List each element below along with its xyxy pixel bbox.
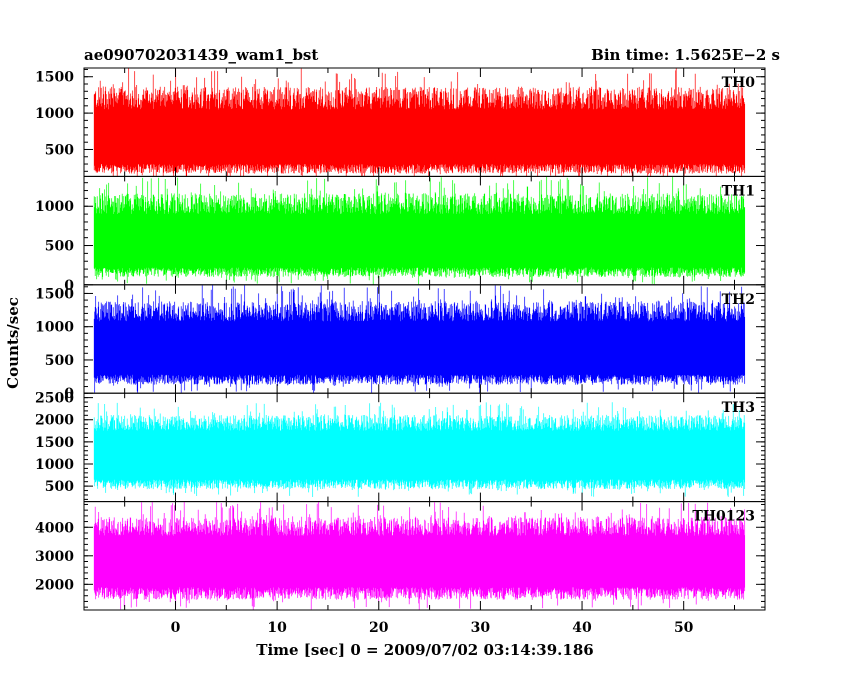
panel-th0: 500 1000 1500 TH0 — [35, 67, 766, 177]
panel-th2: 0 500 1000 1500 TH2 — [35, 284, 766, 402]
y-tick-label: 2000 — [35, 413, 74, 429]
y-tick-label: 1000 — [35, 320, 74, 336]
x-tick-label: 40 — [572, 620, 592, 636]
y-tick-label: 0 — [64, 278, 74, 294]
y-tick-label: 1000 — [35, 106, 74, 122]
panel-th3: 500 1000 1500 2000 2500 TH3 — [35, 391, 766, 503]
y-tick-label: 500 — [45, 479, 74, 495]
y-tick-label: 2500 — [35, 391, 74, 407]
y-tick-label: 1500 — [35, 286, 74, 302]
y-tick-label: 4000 — [35, 520, 74, 536]
chart-title: ae090702031439_wam1_bst — [84, 46, 318, 64]
bin-time-label: Bin time: 1.5625E−2 s — [591, 46, 780, 64]
y-tick-label: 1000 — [35, 199, 74, 215]
x-tick-label: 20 — [369, 620, 389, 636]
panel-label: TH1 — [722, 183, 755, 199]
x-tick-label: 30 — [471, 620, 491, 636]
series-band-th0 — [94, 109, 745, 165]
x-tick-label: 50 — [674, 620, 694, 636]
panels: 500 1000 1500 TH0 0 500 1000 TH1 0 500 1000 1500 TH2… — [35, 67, 766, 611]
y-tick-label: 500 — [45, 353, 74, 369]
series-band-th1 — [94, 214, 745, 268]
panel-th1: 0 500 1000 TH1 — [35, 175, 766, 294]
y-tick-label: 500 — [45, 142, 74, 158]
x-axis-label: Time [sec] 0 = 2009/07/02 03:14:39.186 — [256, 641, 593, 659]
y-tick-label: 1500 — [35, 70, 74, 86]
series-band-th2 — [94, 321, 745, 375]
panel-label: TH2 — [722, 292, 755, 308]
series-band-th3 — [94, 430, 745, 480]
panel-label: TH0123 — [692, 509, 755, 525]
panel-label: TH0 — [722, 75, 756, 91]
series-band-th0123 — [94, 535, 745, 588]
x-tick-label: 10 — [267, 620, 287, 636]
y-tick-label: 3000 — [35, 549, 74, 565]
x-tick-label: 0 — [171, 620, 181, 636]
panel-th0123: 2000 3000 4000 TH0123 — [35, 501, 766, 611]
y-tick-label: 1500 — [35, 435, 74, 451]
y-tick-label: 500 — [45, 239, 74, 255]
y-axis-label: Counts/sec — [4, 297, 22, 389]
y-tick-label: 2000 — [35, 577, 74, 593]
x-axis: 0 10 20 30 40 50 — [171, 620, 694, 636]
panel-label: TH3 — [722, 400, 755, 416]
y-tick-label: 0 — [64, 386, 74, 402]
y-tick-label: 1000 — [35, 457, 74, 473]
